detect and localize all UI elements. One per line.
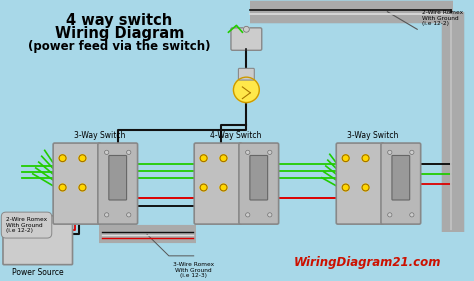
FancyBboxPatch shape xyxy=(250,155,268,200)
FancyBboxPatch shape xyxy=(3,216,73,265)
FancyBboxPatch shape xyxy=(392,155,410,200)
Circle shape xyxy=(200,155,207,162)
Text: 3-Way Switch: 3-Way Switch xyxy=(73,131,125,140)
Circle shape xyxy=(342,155,349,162)
Circle shape xyxy=(220,155,227,162)
Circle shape xyxy=(410,213,414,217)
Circle shape xyxy=(342,184,349,191)
FancyBboxPatch shape xyxy=(194,143,242,224)
Circle shape xyxy=(388,150,392,155)
Circle shape xyxy=(220,184,227,191)
Text: 3-Wire Romex
With Ground
(i.e 12-3): 3-Wire Romex With Ground (i.e 12-3) xyxy=(173,262,214,278)
FancyBboxPatch shape xyxy=(53,143,101,224)
Circle shape xyxy=(410,150,414,155)
Circle shape xyxy=(268,213,272,217)
Circle shape xyxy=(59,155,66,162)
FancyBboxPatch shape xyxy=(381,143,421,224)
Text: 2-Wire Romex
With Ground
(i.e 12-2): 2-Wire Romex With Ground (i.e 12-2) xyxy=(6,217,47,234)
Circle shape xyxy=(388,213,392,217)
Text: WiringDiagram21.com: WiringDiagram21.com xyxy=(294,255,441,269)
Circle shape xyxy=(79,184,86,191)
Circle shape xyxy=(268,150,272,155)
Circle shape xyxy=(243,26,249,32)
Text: Wiring Diagram: Wiring Diagram xyxy=(55,26,184,41)
Text: 2-Wire Romex
With Ground
(i.e 12-2): 2-Wire Romex With Ground (i.e 12-2) xyxy=(422,10,463,26)
Circle shape xyxy=(362,184,369,191)
Circle shape xyxy=(104,213,109,217)
FancyBboxPatch shape xyxy=(239,143,279,224)
Text: Power Source: Power Source xyxy=(12,268,64,277)
Circle shape xyxy=(59,184,66,191)
FancyBboxPatch shape xyxy=(109,155,127,200)
Circle shape xyxy=(127,150,131,155)
Circle shape xyxy=(233,77,259,103)
Circle shape xyxy=(246,150,250,155)
Circle shape xyxy=(362,155,369,162)
Circle shape xyxy=(127,213,131,217)
Circle shape xyxy=(79,155,86,162)
Text: 4-Way Switch: 4-Way Switch xyxy=(210,131,261,140)
FancyBboxPatch shape xyxy=(98,143,137,224)
Text: 4 way switch: 4 way switch xyxy=(66,13,173,28)
FancyBboxPatch shape xyxy=(231,28,262,50)
FancyBboxPatch shape xyxy=(238,68,254,80)
Text: 3-Way Switch: 3-Way Switch xyxy=(347,131,398,140)
Circle shape xyxy=(104,150,109,155)
Circle shape xyxy=(246,213,250,217)
Text: (power feed via the switch): (power feed via the switch) xyxy=(28,40,210,53)
FancyBboxPatch shape xyxy=(336,143,384,224)
Circle shape xyxy=(200,184,207,191)
